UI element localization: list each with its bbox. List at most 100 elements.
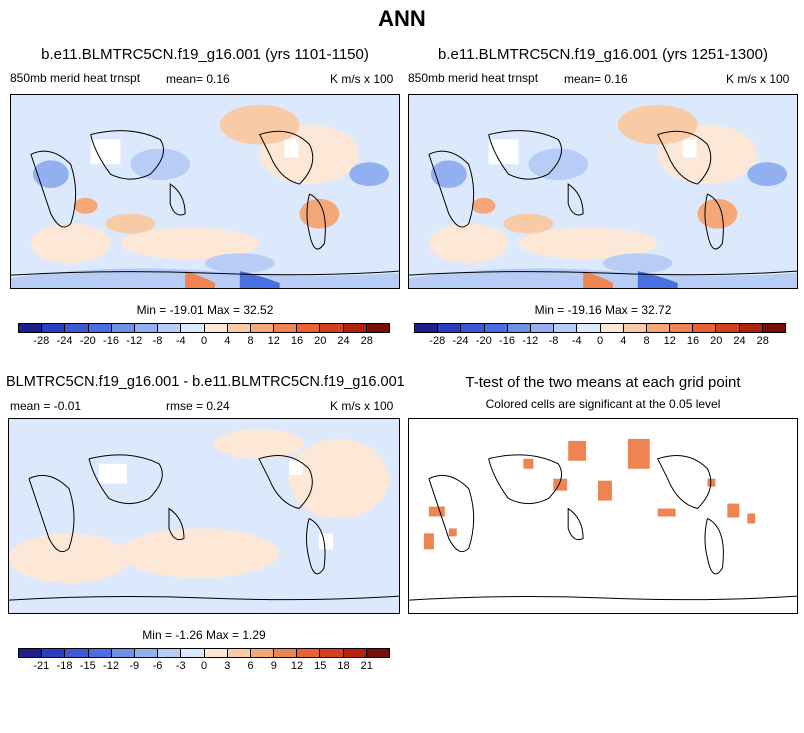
- colorbar-tick-label: -24: [56, 335, 73, 347]
- colorbar-swatch: [716, 324, 740, 332]
- panel3-units: K m/s x 100: [330, 399, 394, 413]
- colorbar-tick-label: 24: [337, 335, 350, 347]
- colorbar-tick-label: 16: [686, 335, 700, 347]
- colorbar-tick-label: 12: [267, 335, 280, 347]
- colorbar-tick-label: 28: [360, 335, 373, 347]
- colorbar-swatch: [250, 324, 275, 332]
- colorbar-swatch: [88, 649, 112, 657]
- colorbar-tick-label: -21: [33, 660, 50, 672]
- panel2-title: b.e11.BLMTRC5CN.f19_g16.001 (yrs 1251-13…: [438, 46, 768, 63]
- colorbar-tick-label: 4: [620, 335, 627, 347]
- panel2-mean: mean= 0.16: [564, 72, 628, 86]
- colorbar-left: [18, 323, 390, 333]
- colorbar-tick-label: 0: [596, 335, 604, 347]
- colorbar-swatch: [88, 324, 112, 332]
- colorbar-swatch: [227, 649, 251, 657]
- colorbar-swatch: [343, 649, 367, 657]
- colorbar-swatch: [158, 324, 182, 332]
- colorbar-tick-label: -6: [152, 660, 163, 672]
- colorbar-tick-label: -15: [79, 660, 96, 672]
- colorbar-swatch: [646, 324, 671, 332]
- colorbar-swatch: [507, 324, 531, 332]
- colorbar-tick-label: 0: [200, 660, 208, 672]
- colorbar-diff-ticks: -21 -18 -15 -12 -9 -6 -3 0 3 6 9 12 15 18 21: [18, 660, 390, 674]
- panel3-map: [8, 418, 400, 614]
- panel2-units: K m/s x 100: [726, 72, 790, 86]
- colorbar-swatch: [65, 324, 89, 332]
- colorbar-left-ticks: -28 -24 -20 -16 -12 -8 -4 0 4 8 12 16 20 24 28: [18, 335, 390, 349]
- panel1-title: b.e11.BLMTRC5CN.f19_g16.001 (yrs 1101-11…: [41, 46, 369, 63]
- figure-title: ANN: [378, 6, 426, 31]
- colorbar-swatch: [19, 649, 43, 657]
- colorbar-swatch: [297, 324, 321, 332]
- colorbar-swatch: [204, 649, 228, 657]
- colorbar-tick-label: 21: [360, 660, 373, 672]
- colorbar-tick-label: 4: [224, 335, 231, 347]
- colorbar-tick-label: -24: [452, 335, 469, 347]
- colorbar-swatch: [461, 324, 485, 332]
- colorbar-swatch: [554, 324, 578, 332]
- panel2-variable: 850mb merid heat trnspt: [408, 71, 539, 85]
- panel4-title: T-test of the two means at each grid poi…: [465, 374, 741, 391]
- colorbar-tick-label: -18: [56, 660, 73, 672]
- colorbar-tick-label: -28: [429, 335, 446, 347]
- colorbar-swatch: [739, 324, 763, 332]
- colorbar-tick-label: -20: [79, 335, 96, 347]
- colorbar-swatch: [204, 324, 228, 332]
- colorbar-tick-label: -12: [103, 660, 119, 672]
- colorbar-swatch: [366, 649, 389, 657]
- colorbar-tick-label: -16: [499, 335, 515, 347]
- colorbar-swatch: [320, 324, 344, 332]
- colorbar-swatch: [415, 324, 439, 332]
- colorbar-swatch: [181, 324, 205, 332]
- colorbar-tick-label: -20: [475, 335, 492, 347]
- colorbar-tick-label: 6: [247, 660, 254, 672]
- colorbar-swatch: [693, 324, 717, 332]
- colorbar-swatch: [670, 324, 694, 332]
- colorbar-swatch: [600, 324, 624, 332]
- colorbar-swatch: [19, 324, 43, 332]
- colorbar-swatch: [111, 324, 135, 332]
- panel1-variable: 850mb merid heat trnspt: [10, 71, 141, 85]
- colorbar-tick-label: 0: [200, 335, 208, 347]
- colorbar-swatch: [484, 324, 508, 332]
- colorbar-swatch: [577, 324, 601, 332]
- colorbar-tick-label: 20: [710, 335, 723, 347]
- colorbar-tick-label: 24: [733, 335, 746, 347]
- colorbar-tick-label: 12: [290, 660, 304, 672]
- colorbar-tick-label: 20: [314, 335, 327, 347]
- panel3-stats: Min = -1.26 Max = 1.29: [142, 628, 266, 642]
- colorbar-tick-label: 8: [643, 335, 650, 347]
- colorbar-swatch: [42, 324, 66, 332]
- colorbar-swatch: [320, 649, 344, 657]
- panel3-title: BLMTRC5CN.f19_g16.001 - b.e11.BLMTRC5CN.…: [6, 374, 405, 390]
- colorbar-swatch: [158, 649, 182, 657]
- colorbar-swatch: [65, 649, 89, 657]
- colorbar-swatch: [530, 324, 555, 332]
- colorbar-swatch: [762, 324, 785, 332]
- colorbar-tick-label: 15: [314, 660, 327, 672]
- colorbar-swatch: [134, 649, 159, 657]
- colorbar-tick-label: -8: [152, 335, 163, 347]
- colorbar-swatch: [438, 324, 462, 332]
- panel2-map: [408, 94, 798, 289]
- colorbar-swatch: [623, 324, 647, 332]
- panel1-map: [10, 94, 400, 289]
- panel3-mean: mean = -0.01: [10, 399, 82, 413]
- colorbar-right-ticks: -28 -24 -20 -16 -12 -8 -4 0 4 8 12 16 20 24 28: [414, 335, 786, 349]
- colorbar-tick-label: -9: [129, 660, 140, 672]
- colorbar-swatch: [227, 324, 251, 332]
- colorbar-swatch: [274, 324, 298, 332]
- colorbar-swatch: [343, 324, 367, 332]
- colorbar-right: [414, 323, 786, 333]
- colorbar-swatch: [42, 649, 66, 657]
- panel2-stats: Min = -19.16 Max = 32.72: [534, 303, 672, 317]
- panel4-subtitle: Colored cells are significant at the 0.0…: [485, 397, 721, 411]
- colorbar-tick-label: -12: [522, 335, 539, 347]
- colorbar-tick-label: -16: [103, 335, 119, 347]
- colorbar-swatch: [134, 324, 159, 332]
- colorbar-tick-label: 16: [290, 335, 304, 347]
- colorbar-swatch: [297, 649, 321, 657]
- panel1-units: K m/s x 100: [330, 72, 394, 86]
- colorbar-swatch: [181, 649, 205, 657]
